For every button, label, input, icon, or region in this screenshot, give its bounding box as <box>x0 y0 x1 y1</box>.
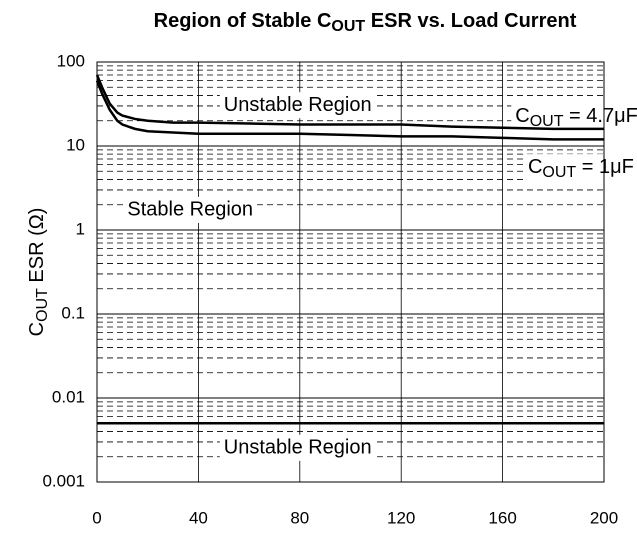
x-tick-label: 200 <box>590 508 618 527</box>
y-tick-label: 1 <box>76 219 85 238</box>
y-axis-label-part: C <box>26 322 48 336</box>
y-tick-label: 100 <box>57 51 85 70</box>
annotation-part: Unstable Region <box>224 437 372 459</box>
annotation-part: Stable Region <box>127 199 253 221</box>
annotation: COUT = 4.7μF <box>515 106 637 131</box>
annotation-bg <box>219 434 376 461</box>
chart-title-part: OUT <box>331 18 365 35</box>
series-line <box>95 74 604 131</box>
y-tick-label: 10 <box>66 135 85 154</box>
y-tick-label: 0.001 <box>42 471 85 490</box>
annotation-part: OUT <box>542 164 576 181</box>
annotation-part: = 1μF <box>576 156 634 178</box>
chart-title-part: ESR vs. Load Current <box>365 10 576 32</box>
y-tick-label: 0.01 <box>52 387 85 406</box>
x-tick-label: 0 <box>92 508 101 527</box>
annotation: COUT = 1μF <box>528 156 634 181</box>
series-line <box>95 80 604 141</box>
x-tick-label: 120 <box>387 508 415 527</box>
annotation-part: Unstable Region <box>224 94 372 116</box>
y-axis-label: COUT ESR (Ω) <box>26 208 51 337</box>
annotation-part: OUT <box>530 113 564 130</box>
annotation-part: C <box>515 106 529 128</box>
annotation-bg <box>219 92 376 119</box>
annotation-part: C <box>528 156 542 178</box>
annotation: Unstable Region <box>224 94 372 116</box>
annotation: Stable Region <box>127 199 253 221</box>
y-tick-label: 0.1 <box>61 303 85 322</box>
x-tick-label: 80 <box>290 508 309 527</box>
y-axis-label-part: OUT <box>34 288 51 322</box>
x-tick-label: 40 <box>189 508 208 527</box>
annotation-part: = 4.7μF <box>564 106 637 128</box>
annotation-bg <box>123 196 258 223</box>
chart-title: Region of Stable COUT ESR vs. Load Curre… <box>154 10 577 35</box>
chart-title-part: Region of Stable C <box>154 10 332 32</box>
annotation-bg <box>523 154 637 184</box>
annotation: Unstable Region <box>224 437 372 459</box>
y-axis-label-part: ESR (Ω) <box>26 208 48 289</box>
plot-frame <box>96 61 605 483</box>
x-tick-label: 160 <box>488 508 516 527</box>
